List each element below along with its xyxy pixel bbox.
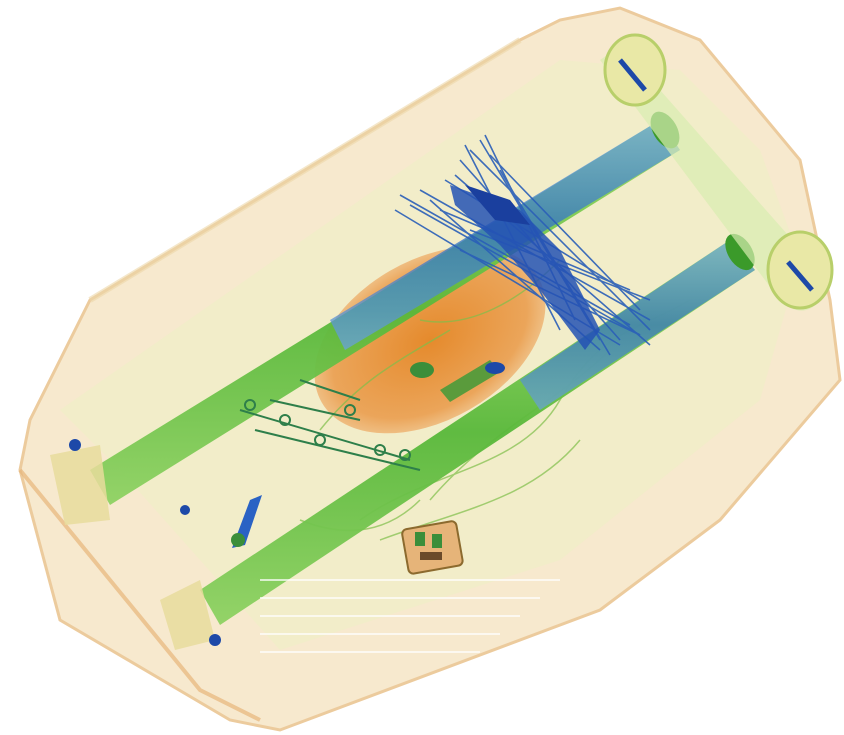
- dense-items: [410, 360, 505, 402]
- organic-block: [314, 246, 546, 434]
- base-plate: [50, 439, 221, 650]
- metal-tool: [231, 495, 262, 548]
- circuit-board: [401, 520, 464, 575]
- scan-artifacts: [260, 579, 560, 653]
- circuit-components: [239, 379, 421, 471]
- handle-grip: [600, 33, 834, 311]
- metal-bracket: [450, 185, 600, 350]
